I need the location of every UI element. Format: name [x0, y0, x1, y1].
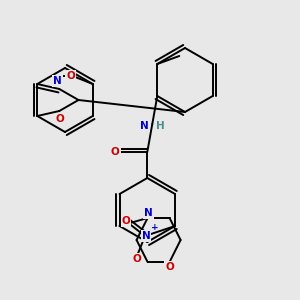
- Text: O: O: [133, 254, 141, 264]
- Text: +: +: [151, 223, 159, 232]
- Text: N: N: [142, 231, 150, 241]
- Text: O: O: [66, 71, 75, 81]
- Text: O: O: [122, 216, 130, 226]
- Text: N: N: [144, 208, 153, 218]
- Text: N: N: [53, 76, 62, 86]
- Text: O: O: [165, 262, 174, 272]
- Text: H: H: [156, 121, 165, 131]
- Text: O: O: [56, 114, 65, 124]
- Text: O: O: [111, 147, 120, 157]
- Text: N: N: [140, 121, 149, 131]
